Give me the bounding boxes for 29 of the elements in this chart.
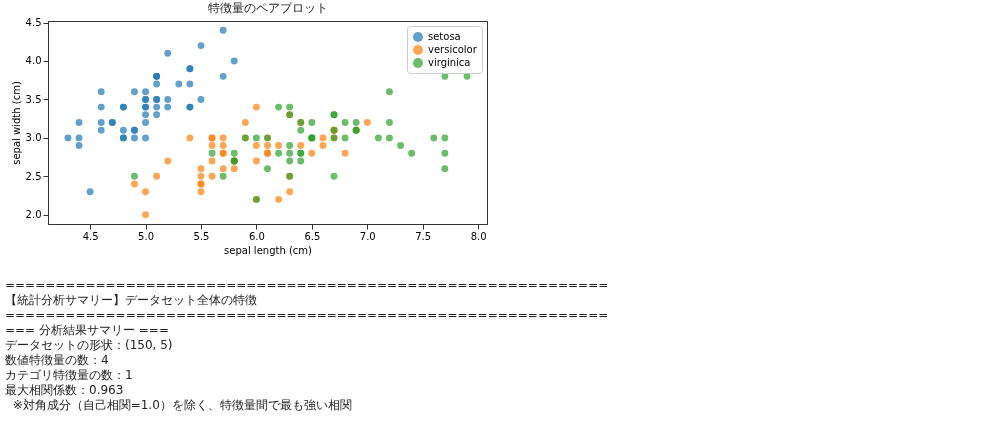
text: ============================================================ [5, 278, 609, 293]
legend-label: versicolor [428, 44, 478, 55]
y-tick-label: 3.0 [25, 132, 42, 144]
text: データセットの形状：(150, 5) [5, 338, 174, 353]
y-tick-label: 2.0 [25, 209, 42, 221]
text: カテゴリ特徴量の数：1 [5, 368, 134, 383]
x-tick-label: 4.5 [82, 230, 99, 242]
text: 【統計分析サマリー】データセット全体の特徴 [5, 293, 258, 308]
y-tick-label: 2.5 [25, 170, 42, 182]
x-tick-label: 7.0 [359, 230, 376, 242]
y-tick-label: 4.0 [25, 55, 42, 67]
text: 最大相関係数：0.963 [5, 383, 125, 398]
legend-label: setosa [428, 31, 461, 42]
y-tick-label: 3.5 [25, 93, 42, 105]
y-axis-title: sepal width (cm) [10, 81, 22, 165]
text: 数値特徴量の数：4 [5, 353, 110, 368]
legend-label: virginica [428, 57, 471, 68]
y-tick-label: 4.5 [25, 17, 42, 29]
chart-title: 特徴量のペアプロット [207, 0, 328, 15]
x-axis-title: sepal length (cm) [224, 244, 313, 256]
x-tick-label: 8.0 [470, 230, 487, 242]
text: === 分析結果サマリー === [5, 323, 170, 338]
x-tick-label: 5.0 [138, 230, 155, 242]
x-tick-label: 6.0 [248, 230, 265, 242]
x-tick-label: 7.5 [415, 230, 432, 242]
x-tick-label: 5.5 [193, 230, 210, 242]
x-tick-label: 6.5 [304, 230, 321, 242]
text: ※対角成分（自己相関=1.0）を除く、特徴量間で最も強い相関 [11, 398, 353, 413]
text: ============================================================ [5, 308, 609, 323]
